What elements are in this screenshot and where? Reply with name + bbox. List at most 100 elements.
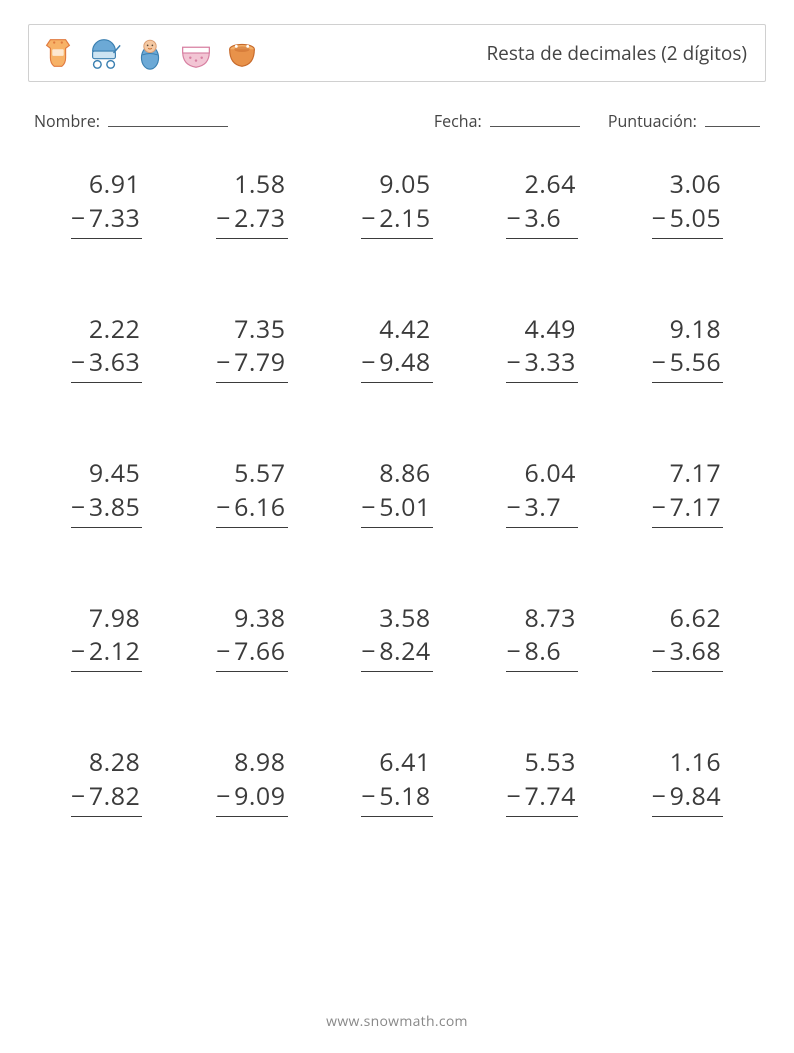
date-blank[interactable] [490, 112, 580, 127]
subtrahend: 3.85 [89, 490, 140, 524]
operator: − [652, 780, 670, 814]
subtrahend-row: −9.09 [216, 780, 287, 817]
subtrahend-row: −3.6 [506, 202, 577, 239]
subtrahend: 7.79 [234, 345, 285, 379]
problem: 8.73−8.6 [470, 602, 615, 673]
name-blank[interactable] [108, 112, 228, 127]
problem: 8.28−7.82 [34, 746, 179, 817]
operator: − [361, 491, 379, 525]
minuend: 5.53 [506, 746, 577, 780]
minuend: 7.35 [216, 313, 287, 347]
subtrahend-row: −6.16 [216, 491, 287, 528]
name-label: Nombre: [34, 110, 100, 132]
operator: − [216, 202, 234, 236]
problem: 9.05−2.15 [324, 168, 469, 239]
operator: − [506, 491, 524, 525]
minuend: 2.64 [506, 168, 577, 202]
potty-icon [223, 33, 261, 73]
problem: 1.16−9.84 [615, 746, 760, 817]
subtrahend-row: −9.84 [652, 780, 723, 817]
minuend: 7.98 [71, 602, 142, 636]
minuend: 4.49 [506, 313, 577, 347]
problem: 2.64−3.6 [470, 168, 615, 239]
subtrahend-row: −5.18 [361, 780, 432, 817]
problem: 6.41−5.18 [324, 746, 469, 817]
subtrahend: 6.16 [234, 490, 285, 524]
subtrahend-row: −3.68 [652, 635, 723, 672]
operator: − [71, 346, 89, 380]
minuend: 6.04 [506, 457, 577, 491]
subtrahend-row: −7.82 [71, 780, 142, 817]
problems-grid: 6.91−7.331.58−2.739.05−2.152.64−3.6 3.06… [28, 168, 766, 817]
problem: 7.35−7.79 [179, 313, 324, 384]
operator: − [71, 635, 89, 669]
onesie-icon [39, 33, 77, 73]
subtrahend-row: −9.48 [361, 346, 432, 383]
subtrahend: 3.7 [524, 490, 561, 524]
problem: 2.22−3.63 [34, 313, 179, 384]
problem: 1.58−2.73 [179, 168, 324, 239]
operator: − [216, 635, 234, 669]
subtrahend-row: −8.6 [506, 635, 577, 672]
problem: 3.06−5.05 [615, 168, 760, 239]
subtrahend: 3.33 [524, 345, 575, 379]
operator: − [506, 202, 524, 236]
operator: − [361, 202, 379, 236]
operator: − [216, 780, 234, 814]
problem: 7.98−2.12 [34, 602, 179, 673]
operator: − [506, 635, 524, 669]
operator: − [216, 491, 234, 525]
subtrahend-row: −3.33 [506, 346, 577, 383]
subtrahend: 5.01 [379, 490, 430, 524]
problem: 8.98−9.09 [179, 746, 324, 817]
subtrahend-row: −3.85 [71, 491, 142, 528]
score-blank[interactable] [705, 112, 760, 127]
minuend: 1.58 [216, 168, 287, 202]
problem: 9.18−5.56 [615, 313, 760, 384]
minuend: 5.57 [216, 457, 287, 491]
operator: − [361, 635, 379, 669]
subtrahend-row: −2.12 [71, 635, 142, 672]
minuend: 8.28 [71, 746, 142, 780]
operator: − [652, 202, 670, 236]
subtrahend-row: −5.05 [652, 202, 723, 239]
operator: − [216, 346, 234, 380]
subtrahend-row: −2.15 [361, 202, 432, 239]
problem: 9.45−3.85 [34, 457, 179, 528]
subtrahend-row: −7.66 [216, 635, 287, 672]
operator: − [652, 635, 670, 669]
minuend: 9.05 [361, 168, 432, 202]
operator: − [506, 780, 524, 814]
subtrahend: 7.33 [89, 201, 140, 235]
problem: 8.86−5.01 [324, 457, 469, 528]
meta-row: Nombre: Fecha: Puntuación: [34, 110, 760, 132]
minuend: 4.42 [361, 313, 432, 347]
subtrahend-row: −7.74 [506, 780, 577, 817]
subtrahend: 2.12 [89, 634, 140, 668]
problem: 3.58−8.24 [324, 602, 469, 673]
subtrahend: 2.73 [234, 201, 285, 235]
diaper-icon [177, 33, 215, 73]
operator: − [71, 491, 89, 525]
minuend: 6.41 [361, 746, 432, 780]
subtrahend: 3.63 [89, 345, 140, 379]
subtrahend: 7.17 [670, 490, 721, 524]
footer-text: www.snowmath.com [0, 1012, 794, 1031]
header-box: Resta de decimales (2 dígitos) [28, 24, 766, 82]
subtrahend-row: −5.56 [652, 346, 723, 383]
subtrahend: 8.6 [524, 634, 561, 668]
subtrahend: 7.66 [234, 634, 285, 668]
subtrahend-row: −8.24 [361, 635, 432, 672]
date-label: Fecha: [434, 110, 482, 132]
subtrahend-row: −7.17 [652, 491, 723, 528]
problem: 9.38−7.66 [179, 602, 324, 673]
operator: − [652, 346, 670, 380]
minuend: 9.18 [652, 313, 723, 347]
operator: − [71, 780, 89, 814]
operator: − [361, 780, 379, 814]
subtrahend: 9.84 [670, 779, 721, 813]
minuend: 3.06 [652, 168, 723, 202]
worksheet-title: Resta de decimales (2 dígitos) [486, 40, 747, 66]
subtrahend: 3.68 [670, 634, 721, 668]
subtrahend: 9.09 [234, 779, 285, 813]
